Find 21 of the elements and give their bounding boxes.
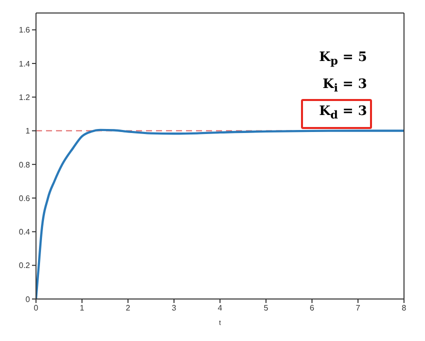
y-tick-label: 0 xyxy=(26,294,31,304)
annotation: K$_{p}$ = 5 xyxy=(319,50,367,68)
y-tick-label: 0.2 xyxy=(18,261,31,270)
x-tick-label: 1 xyxy=(80,304,85,313)
x-tick-label: 4 xyxy=(218,304,223,313)
y-tick-label: 0.4 xyxy=(18,228,31,237)
y-tick-label: 1 xyxy=(26,126,31,136)
x-tick-label: 2 xyxy=(126,304,131,313)
y-tick-label: 0.6 xyxy=(18,194,31,203)
x-tick-label: 8 xyxy=(402,304,407,313)
x-tick-label: 0 xyxy=(34,304,39,313)
annotation: K$_{i}$ = 3 xyxy=(322,77,367,95)
y-tick-label: 1.2 xyxy=(18,92,31,102)
x-tick-label: 5 xyxy=(264,304,269,313)
y-tick-label: 0.8 xyxy=(18,160,31,170)
annotation: K$_{d}$ = 3 xyxy=(319,104,367,122)
x-tick-label: 7 xyxy=(356,304,361,313)
x-tick-label: 3 xyxy=(172,304,177,313)
y-tick-label: 1.6 xyxy=(18,26,31,35)
y-tick-label: 1.4 xyxy=(18,59,31,68)
x-tick-label: 6 xyxy=(310,304,315,313)
